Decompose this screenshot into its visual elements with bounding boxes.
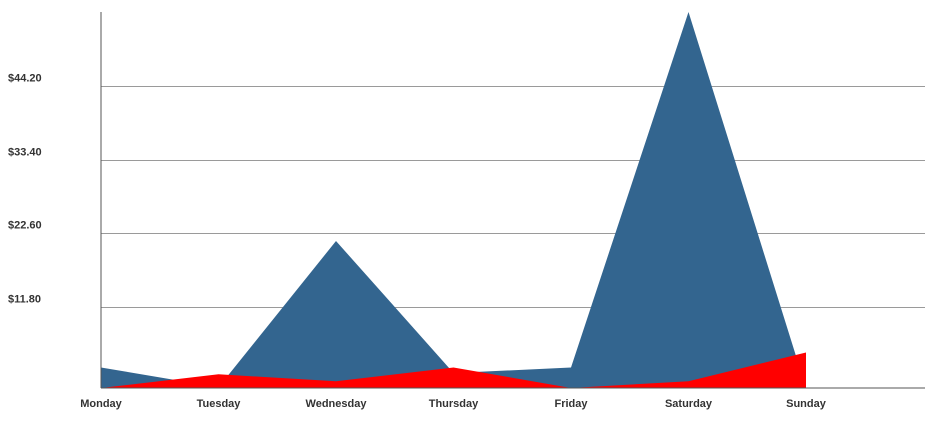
y-tick-labels: $11.80 $22.60 $33.40 $44.20 xyxy=(8,73,42,306)
series-areas xyxy=(101,12,806,388)
y-tick-label-0: $11.80 xyxy=(8,294,41,306)
series-area-0 xyxy=(101,12,806,388)
x-tick-labels: Monday Tuesday Wednesday Thursday Friday Satu… xyxy=(80,398,827,410)
y-tick-label-1: $22.60 xyxy=(8,220,42,232)
x-tick-label-saturday: Saturday xyxy=(665,398,713,410)
y-tick-label-2: $33.40 xyxy=(8,147,42,159)
x-tick-label-friday: Friday xyxy=(554,398,588,410)
x-tick-label-thursday: Thursday xyxy=(429,398,479,410)
x-tick-label-wednesday: Wednesday xyxy=(306,398,368,410)
y-tick-label-3: $44.20 xyxy=(8,73,42,85)
x-tick-label-sunday: Sunday xyxy=(786,398,827,410)
x-tick-label-tuesday: Tuesday xyxy=(197,398,242,410)
x-tick-label-monday: Monday xyxy=(80,398,122,410)
grid-lines xyxy=(101,87,925,308)
